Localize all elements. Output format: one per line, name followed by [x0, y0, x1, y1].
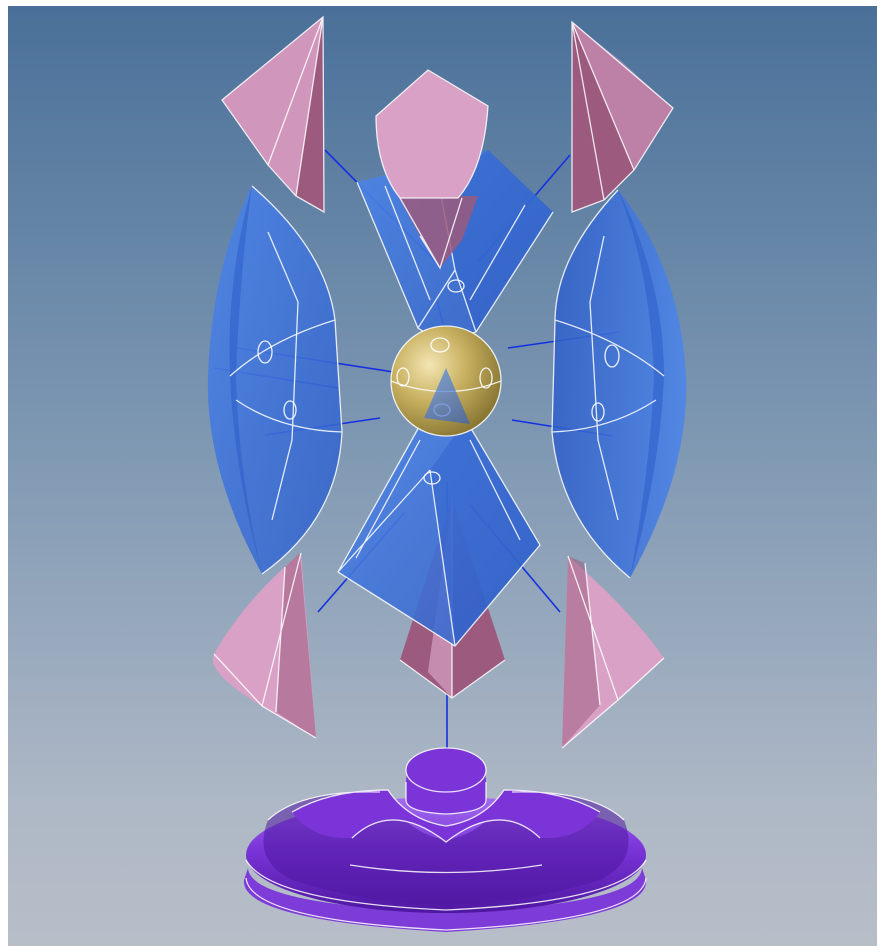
- purple-base: [243, 747, 647, 932]
- top-left-cone: [221, 15, 325, 214]
- right-wing: [551, 189, 687, 579]
- bottom-arm-tip: [424, 368, 470, 424]
- left-wing: [207, 185, 343, 575]
- bottom-right-cone: [561, 555, 665, 749]
- bottom-arm: [337, 417, 541, 647]
- top-right-cone: [571, 20, 674, 213]
- top-shield-cap: [375, 69, 489, 270]
- bottom-left-cone: [212, 552, 317, 739]
